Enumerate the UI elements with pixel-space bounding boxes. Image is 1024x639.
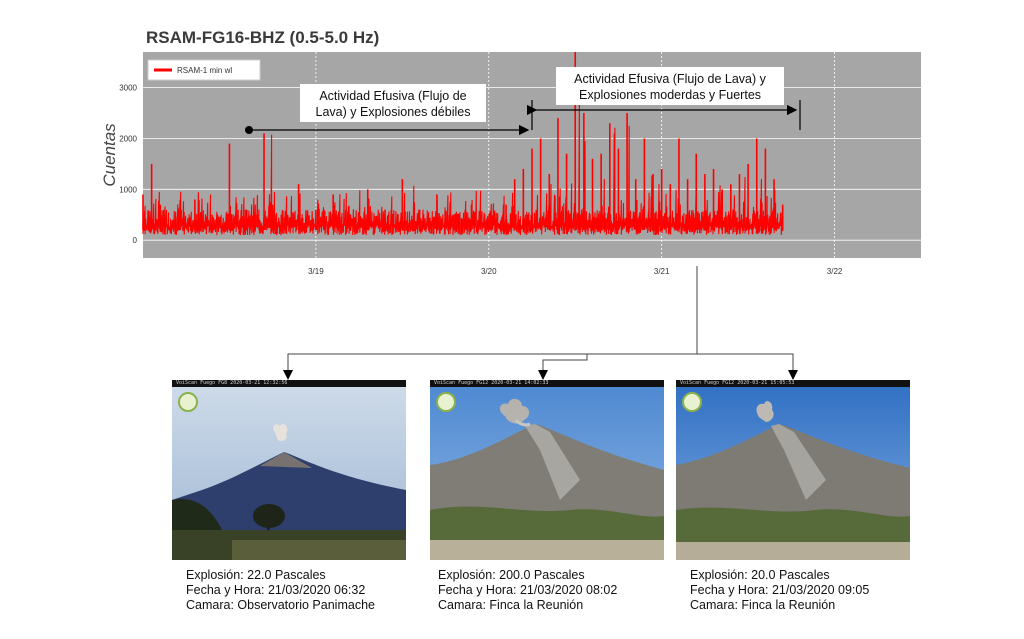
legend: RSAM-1 min wl: [147, 59, 261, 81]
y-tick-labels: 0 1000 2000 3000: [119, 84, 137, 246]
series-line: [142, 93, 784, 236]
x-tick-label: 3/20: [481, 267, 497, 276]
camera-2-fecha: Fecha y Hora: 21/03/2020 08:02: [438, 583, 618, 597]
insivumeh-logo-icon: [682, 392, 702, 412]
y-tick-label: 3000: [119, 84, 137, 93]
camera-2-header: VoiScan Fuego FG12 2020-03-21 14:02:33: [430, 380, 664, 387]
x-tick-label: 3/21: [654, 267, 670, 276]
y-axis-label: Cuentas: [100, 123, 119, 187]
connector-lines: [287, 266, 794, 376]
camera-2-camara: Camara: Finca la Reunión: [438, 598, 584, 612]
camera-1-header: VoiScan Fuego FG8 2020-03-21 12:32:56: [172, 380, 406, 387]
camera-2-explosion: Explosión: 200.0 Pascales: [438, 568, 585, 582]
chart-title: RSAM-FG16-BHZ (0.5-5.0 Hz): [146, 28, 380, 47]
legend-label: RSAM-1 min wl: [177, 66, 232, 75]
annotation-2-line1: Actividad Efusiva (Flujo de Lava) y: [574, 72, 767, 86]
camera-3-fecha: Fecha y Hora: 21/03/2020 09:05: [690, 583, 870, 597]
volcano-scene-3: [676, 380, 910, 560]
camera-2-caption: Explosión: 200.0 Pascales Fecha y Hora: …: [438, 568, 617, 613]
camera-1-explosion: Explosión: 22.0 Pascales: [186, 568, 326, 582]
connector-arrowheads: [283, 370, 798, 380]
camera-3-caption: Explosión: 20.0 Pascales Fecha y Hora: 2…: [690, 568, 869, 613]
x-tick-label: 3/19: [308, 267, 324, 276]
insivumeh-logo-icon: [436, 392, 456, 412]
annotation-2-box: [556, 67, 784, 105]
annotation-1-start-dot: [245, 126, 253, 134]
camera-3-camara: Camara: Finca la Reunión: [690, 598, 836, 612]
volcano-scene-1: [172, 380, 406, 560]
x-tick-labels: 3/19 3/20 3/21 3/22: [308, 267, 843, 276]
y-tick-label: 0: [133, 236, 138, 245]
annotation-2-line2: Explosiones moderdas y Fuertes: [579, 88, 761, 102]
insivumeh-logo-icon: [178, 392, 198, 412]
camera-1-camara: Camara: Observatorio Panimache: [186, 598, 375, 612]
y-tick-label: 2000: [119, 134, 137, 143]
camera-image-3: VoiScan Fuego FG12 2020-03-21 15:05:53: [676, 380, 910, 560]
x-tick-label: 3/22: [827, 267, 843, 276]
annotation-1-line1: Actividad Efusiva (Flujo de: [319, 89, 466, 103]
camera-1-caption: Explosión: 22.0 Pascales Fecha y Hora: 2…: [186, 568, 375, 613]
annotation-1-line2: Lava) y Explosiones débiles: [316, 105, 471, 119]
camera-3-header: VoiScan Fuego FG12 2020-03-21 15:05:53: [676, 380, 910, 387]
camera-image-2: VoiScan Fuego FG12 2020-03-21 14:02:33: [430, 380, 664, 560]
camera-image-1: VoiScan Fuego FG8 2020-03-21 12:32:56: [172, 380, 406, 560]
y-tick-label: 1000: [119, 185, 137, 194]
rsam-series: [142, 52, 784, 236]
camera-3-explosion: Explosión: 20.0 Pascales: [690, 568, 830, 582]
camera-1-fecha: Fecha y Hora: 21/03/2020 06:32: [186, 583, 366, 597]
annotation-1-box: [300, 84, 486, 122]
volcano-scene-2: [430, 380, 664, 560]
